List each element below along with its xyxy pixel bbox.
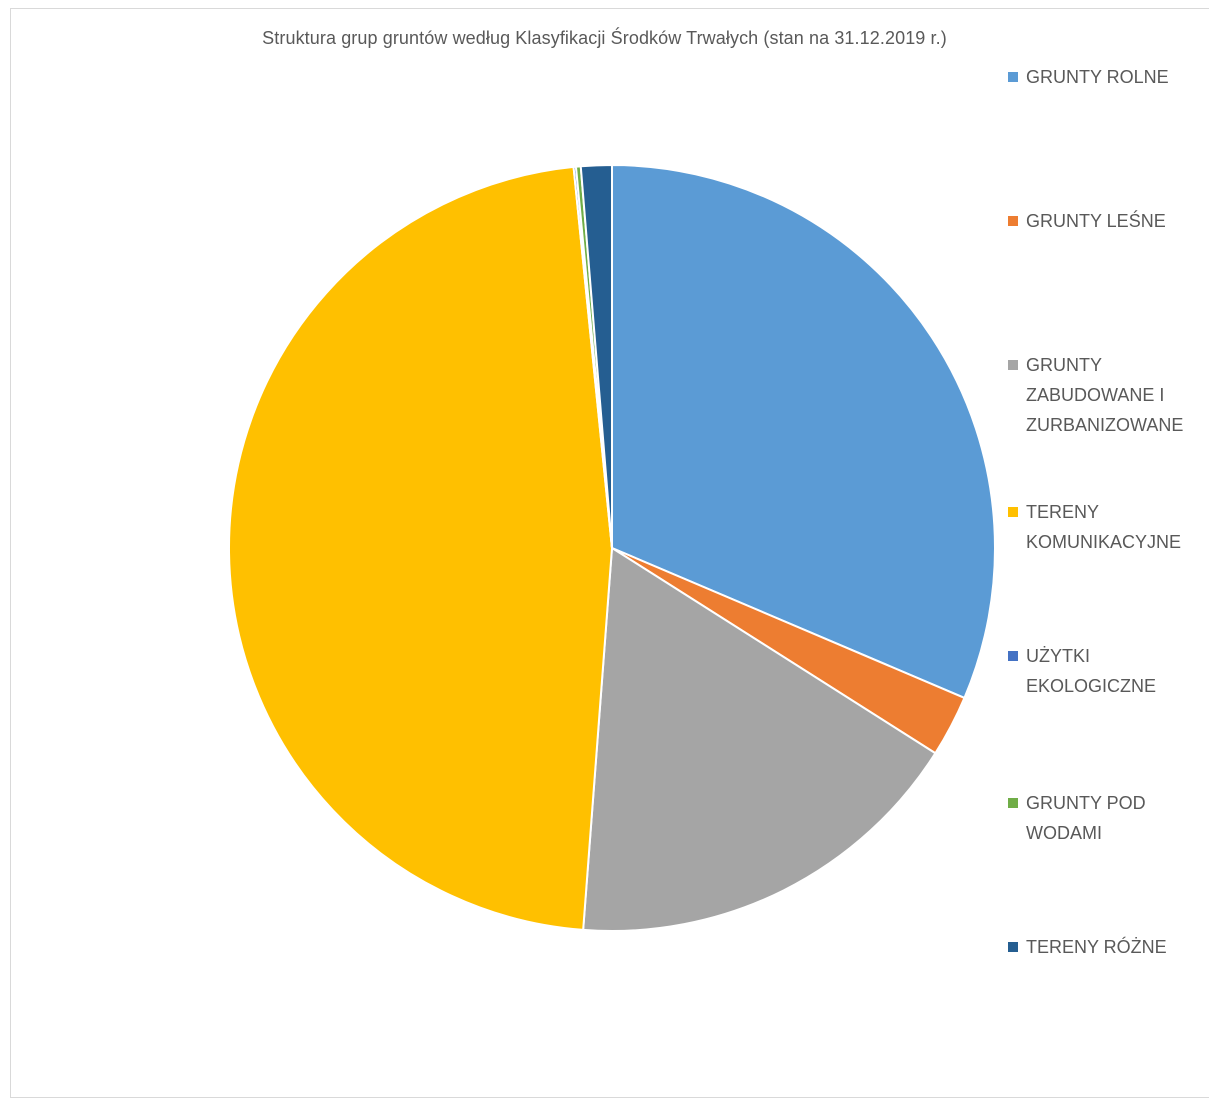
- legend-swatch: [1008, 507, 1018, 517]
- legend-swatch: [1008, 651, 1018, 661]
- legend-swatch: [1008, 216, 1018, 226]
- legend-swatch: [1008, 360, 1018, 370]
- legend-label: TERENY KOMUNIKACYJNE: [1026, 502, 1182, 552]
- pie-slice-tereny-r-ne: [579, 163, 613, 549]
- legend-label: GRUNTY ROLNE: [1026, 67, 1169, 87]
- pie-slice-grunty-zabudowane-i-zurbanizowane: [582, 546, 937, 932]
- legend-swatch: [1008, 72, 1018, 82]
- legend-swatch: [1008, 798, 1018, 808]
- legend-swatch: [1008, 942, 1018, 952]
- chart-title: Struktura grup gruntów według Klasyfikac…: [262, 28, 947, 48]
- legend-label: TERENY RÓŻNE: [1026, 937, 1167, 957]
- pie-slice-tereny-komunikacyjne: [228, 165, 614, 931]
- legend-label: UŻYTKI EKOLOGICZNE: [1026, 646, 1157, 696]
- pie-slice-grunty-rolne: [611, 163, 996, 700]
- legend-label: GRUNTY POD WODAMI: [1026, 793, 1146, 843]
- legend-label: GRUNTY ZABUDOWANE I ZURBANIZOWANE: [1026, 355, 1184, 435]
- legend-label: GRUNTY LEŚNE: [1026, 211, 1166, 231]
